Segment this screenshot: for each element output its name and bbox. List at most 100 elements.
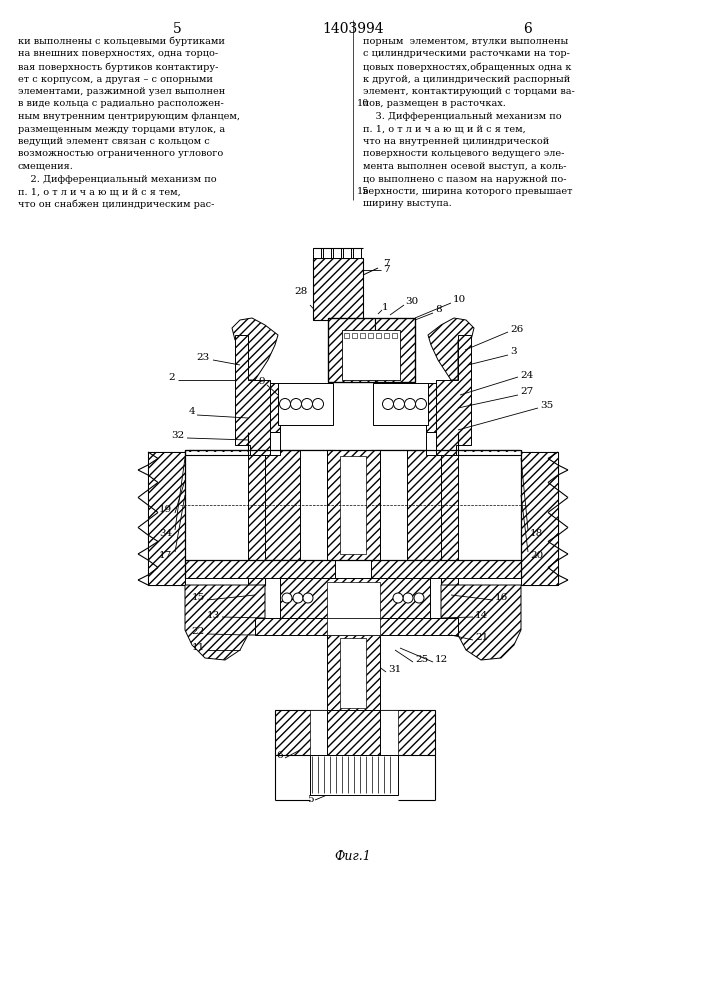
Text: 15: 15 — [357, 187, 369, 196]
Text: 26: 26 — [510, 326, 523, 334]
Text: 23: 23 — [197, 354, 210, 362]
Polygon shape — [327, 710, 380, 755]
Text: 2. Дифференциальный механизм по: 2. Дифференциальный механизм по — [18, 174, 216, 184]
Text: 28: 28 — [295, 288, 308, 296]
Polygon shape — [426, 383, 458, 432]
Polygon shape — [521, 452, 558, 585]
Polygon shape — [275, 710, 435, 755]
Circle shape — [416, 398, 426, 410]
Polygon shape — [327, 450, 380, 560]
Text: 8: 8 — [435, 306, 442, 314]
Text: 11: 11 — [192, 644, 205, 652]
Polygon shape — [327, 582, 380, 618]
Text: 4: 4 — [188, 408, 195, 416]
Text: 2: 2 — [168, 373, 175, 382]
Polygon shape — [323, 248, 331, 258]
Polygon shape — [375, 318, 415, 382]
Text: элементами, разжимной узел выполнен: элементами, разжимной узел выполнен — [18, 87, 226, 96]
Circle shape — [301, 398, 312, 410]
Polygon shape — [310, 755, 398, 795]
Polygon shape — [185, 450, 335, 560]
Text: 5: 5 — [173, 22, 182, 36]
Text: п. 1, о т л и ч а ю щ и й с я тем,: п. 1, о т л и ч а ю щ и й с я тем, — [363, 124, 526, 133]
Text: 17: 17 — [159, 550, 172, 560]
Text: 31: 31 — [388, 666, 402, 674]
Text: 10: 10 — [357, 100, 369, 108]
Polygon shape — [441, 452, 458, 585]
Circle shape — [403, 593, 413, 603]
Polygon shape — [280, 578, 430, 618]
Text: лов, размещен в расточках.: лов, размещен в расточках. — [363, 100, 506, 108]
Text: ет с корпусом, а другая – с опорными: ет с корпусом, а другая – с опорными — [18, 75, 213, 84]
Text: 10: 10 — [453, 296, 466, 304]
Polygon shape — [373, 383, 428, 425]
Text: на внешних поверхностях, одна торцо-: на внешних поверхностях, одна торцо- — [18, 49, 218, 58]
Circle shape — [312, 398, 324, 410]
Circle shape — [414, 593, 424, 603]
Text: мента выполнен осевой выступ, а коль-: мента выполнен осевой выступ, а коль- — [363, 162, 566, 171]
Polygon shape — [327, 635, 380, 710]
Circle shape — [282, 593, 292, 603]
Polygon shape — [185, 585, 265, 660]
Polygon shape — [235, 335, 270, 455]
Circle shape — [394, 398, 404, 410]
Polygon shape — [148, 452, 185, 585]
Polygon shape — [185, 452, 248, 585]
Text: ным внутренним центрирующим фланцем,: ным внутренним центрирующим фланцем, — [18, 112, 240, 121]
Polygon shape — [426, 432, 458, 455]
Text: 7: 7 — [383, 265, 390, 274]
Polygon shape — [327, 618, 380, 635]
Circle shape — [291, 398, 301, 410]
Circle shape — [404, 398, 416, 410]
Polygon shape — [384, 333, 389, 338]
Text: что на внутренней цилиндрической: что на внутренней цилиндрической — [363, 137, 549, 146]
Text: 18: 18 — [530, 528, 543, 538]
Polygon shape — [140, 250, 570, 870]
Text: п. 1, о т л и ч а ю щ и й с я тем,: п. 1, о т л и ч а ю щ и й с я тем, — [18, 187, 181, 196]
Text: элемент, контактирующий с торцами ва-: элемент, контактирующий с торцами ва- — [363, 87, 575, 96]
Polygon shape — [255, 618, 458, 635]
Text: 19: 19 — [159, 506, 172, 514]
Polygon shape — [392, 333, 397, 338]
Text: 24: 24 — [520, 370, 533, 379]
Polygon shape — [328, 318, 375, 382]
Text: ведущий элемент связан с кольцом с: ведущий элемент связан с кольцом с — [18, 137, 210, 146]
Text: размещенным между торцами втулок, а: размещенным между торцами втулок, а — [18, 124, 225, 133]
Polygon shape — [313, 248, 321, 258]
Text: 34: 34 — [159, 528, 172, 538]
Text: с цилиндрическими расточками на тор-: с цилиндрическими расточками на тор- — [363, 49, 570, 58]
Text: порным  элементом, втулки выполнены: порным элементом, втулки выполнены — [363, 37, 568, 46]
Text: 27: 27 — [520, 387, 533, 396]
Polygon shape — [428, 318, 474, 380]
Polygon shape — [352, 333, 357, 338]
Text: Фиг.1: Фиг.1 — [334, 850, 371, 863]
Polygon shape — [185, 560, 335, 578]
Polygon shape — [360, 333, 365, 338]
Text: вая поверхность буртиков контактиру-: вая поверхность буртиков контактиру- — [18, 62, 218, 72]
Text: 21: 21 — [475, 634, 489, 643]
Text: цо выполнено с пазом на наружной по-: цо выполнено с пазом на наружной по- — [363, 174, 566, 184]
Polygon shape — [148, 452, 265, 585]
Polygon shape — [343, 248, 351, 258]
Text: 13: 13 — [206, 610, 220, 619]
Text: 25: 25 — [415, 656, 428, 664]
Polygon shape — [340, 456, 366, 554]
Polygon shape — [368, 333, 373, 338]
Text: что он снабжен цилиндрическим рас-: что он снабжен цилиндрическим рас- — [18, 200, 214, 209]
Text: 1: 1 — [382, 304, 389, 312]
Polygon shape — [340, 638, 366, 708]
Text: 15: 15 — [192, 593, 205, 602]
Text: цовых поверхностях,обращенных одна к: цовых поверхностях,обращенных одна к — [363, 62, 571, 72]
Text: 22: 22 — [192, 628, 205, 637]
Circle shape — [293, 593, 303, 603]
Polygon shape — [441, 452, 558, 585]
Polygon shape — [232, 318, 278, 380]
Polygon shape — [300, 450, 408, 560]
Text: 14: 14 — [475, 610, 489, 619]
Circle shape — [393, 593, 403, 603]
Text: 6: 6 — [276, 750, 284, 760]
Text: верхности, ширина которого превышает: верхности, ширина которого превышает — [363, 187, 573, 196]
Text: 9: 9 — [258, 377, 265, 386]
Polygon shape — [342, 330, 400, 380]
Polygon shape — [371, 560, 521, 578]
